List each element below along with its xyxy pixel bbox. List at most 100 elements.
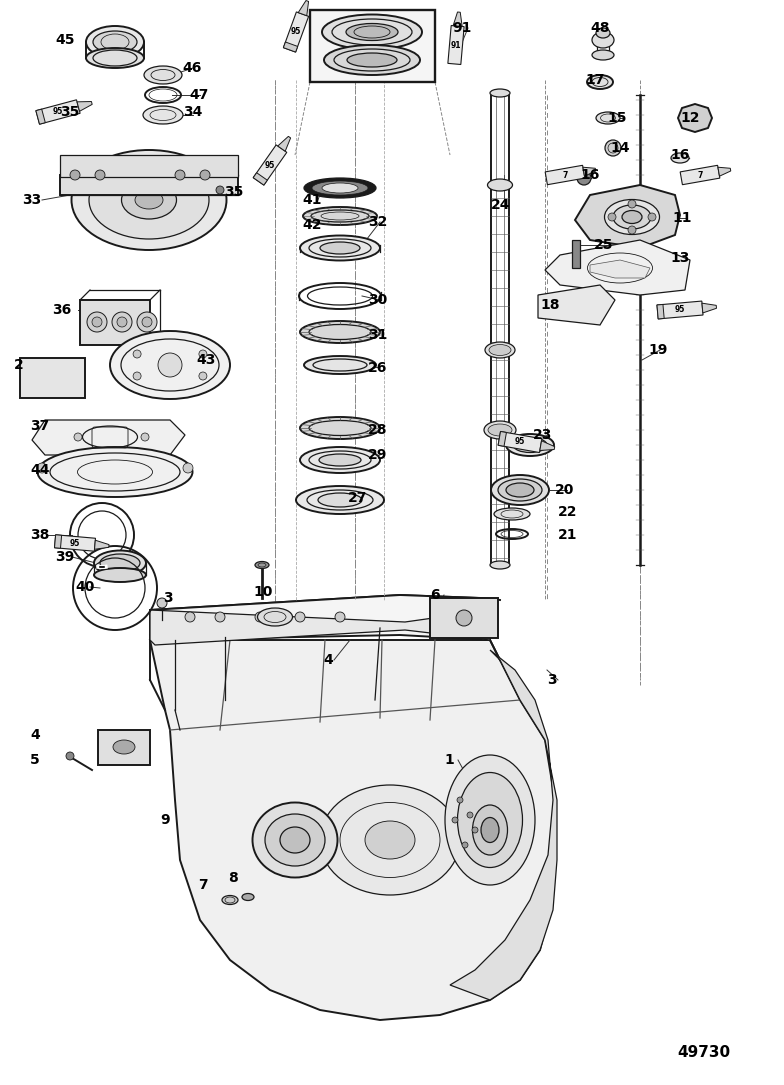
Text: 22: 22 bbox=[558, 505, 578, 519]
Ellipse shape bbox=[300, 447, 380, 473]
Text: 46: 46 bbox=[182, 61, 201, 75]
Ellipse shape bbox=[300, 417, 380, 439]
Polygon shape bbox=[283, 42, 298, 52]
Text: 38: 38 bbox=[30, 528, 49, 542]
Ellipse shape bbox=[296, 486, 384, 514]
Text: 91: 91 bbox=[452, 21, 471, 35]
Polygon shape bbox=[32, 420, 185, 455]
Circle shape bbox=[183, 463, 193, 473]
Polygon shape bbox=[583, 167, 596, 176]
Text: 21: 21 bbox=[558, 528, 578, 542]
Ellipse shape bbox=[319, 454, 361, 465]
Text: 2: 2 bbox=[14, 358, 24, 372]
Ellipse shape bbox=[86, 48, 144, 68]
Polygon shape bbox=[702, 303, 717, 312]
Ellipse shape bbox=[71, 150, 227, 250]
Ellipse shape bbox=[318, 493, 362, 507]
Ellipse shape bbox=[89, 161, 209, 239]
Ellipse shape bbox=[322, 183, 358, 193]
Ellipse shape bbox=[322, 14, 422, 50]
Polygon shape bbox=[95, 540, 109, 549]
Polygon shape bbox=[545, 240, 690, 295]
Text: 95: 95 bbox=[291, 27, 301, 37]
Ellipse shape bbox=[488, 179, 513, 191]
Ellipse shape bbox=[280, 827, 310, 853]
Ellipse shape bbox=[365, 821, 415, 859]
Ellipse shape bbox=[622, 210, 642, 224]
Text: 44: 44 bbox=[30, 463, 49, 477]
Polygon shape bbox=[253, 173, 267, 186]
Circle shape bbox=[255, 612, 265, 622]
Bar bbox=[60, 175, 238, 195]
Ellipse shape bbox=[592, 50, 614, 60]
Circle shape bbox=[452, 817, 458, 824]
Circle shape bbox=[142, 317, 152, 327]
Circle shape bbox=[112, 312, 132, 332]
Text: 36: 36 bbox=[52, 303, 71, 317]
Polygon shape bbox=[448, 26, 464, 64]
Ellipse shape bbox=[265, 814, 325, 866]
Text: 24: 24 bbox=[491, 197, 510, 212]
Ellipse shape bbox=[320, 242, 360, 254]
Text: 23: 23 bbox=[533, 427, 553, 442]
Ellipse shape bbox=[494, 508, 530, 520]
Text: 37: 37 bbox=[30, 419, 49, 433]
Text: 40: 40 bbox=[75, 580, 94, 593]
Polygon shape bbox=[657, 305, 664, 319]
Text: 30: 30 bbox=[368, 293, 387, 307]
Ellipse shape bbox=[304, 356, 376, 374]
Ellipse shape bbox=[113, 740, 135, 754]
Text: 5: 5 bbox=[30, 753, 40, 767]
Ellipse shape bbox=[324, 44, 420, 75]
Circle shape bbox=[37, 463, 47, 473]
Ellipse shape bbox=[255, 562, 269, 569]
Circle shape bbox=[472, 827, 478, 833]
Text: 31: 31 bbox=[368, 328, 387, 342]
Text: 95: 95 bbox=[53, 107, 64, 116]
Polygon shape bbox=[450, 650, 557, 1000]
Ellipse shape bbox=[592, 31, 614, 48]
Circle shape bbox=[66, 752, 74, 760]
Text: 35: 35 bbox=[60, 105, 79, 119]
Polygon shape bbox=[253, 145, 287, 186]
Circle shape bbox=[137, 312, 157, 332]
Text: 12: 12 bbox=[680, 111, 699, 125]
Polygon shape bbox=[150, 595, 490, 640]
Ellipse shape bbox=[94, 569, 146, 582]
Polygon shape bbox=[575, 186, 680, 248]
Polygon shape bbox=[283, 12, 309, 52]
Text: 28: 28 bbox=[368, 423, 387, 437]
Text: 29: 29 bbox=[368, 448, 387, 462]
Text: 13: 13 bbox=[670, 251, 689, 265]
Ellipse shape bbox=[222, 895, 238, 905]
Text: 18: 18 bbox=[540, 298, 560, 312]
Ellipse shape bbox=[86, 26, 144, 58]
Circle shape bbox=[295, 612, 305, 622]
Circle shape bbox=[577, 171, 591, 186]
Circle shape bbox=[605, 140, 621, 156]
Ellipse shape bbox=[303, 207, 377, 225]
Circle shape bbox=[628, 200, 636, 208]
Ellipse shape bbox=[489, 345, 511, 356]
Text: 95: 95 bbox=[515, 437, 525, 447]
Ellipse shape bbox=[94, 550, 146, 575]
Ellipse shape bbox=[135, 191, 163, 209]
Circle shape bbox=[628, 226, 636, 234]
Ellipse shape bbox=[604, 200, 659, 234]
Text: 10: 10 bbox=[253, 585, 272, 599]
Circle shape bbox=[175, 170, 185, 180]
Ellipse shape bbox=[347, 53, 397, 67]
Text: 26: 26 bbox=[368, 361, 387, 375]
Ellipse shape bbox=[491, 475, 549, 505]
Ellipse shape bbox=[300, 235, 380, 260]
Ellipse shape bbox=[506, 483, 534, 497]
Ellipse shape bbox=[122, 181, 176, 219]
Bar bbox=[310, 10, 435, 82]
Ellipse shape bbox=[596, 112, 620, 124]
Text: 25: 25 bbox=[594, 238, 614, 252]
Text: 3: 3 bbox=[547, 673, 557, 687]
Text: 95: 95 bbox=[265, 161, 275, 169]
Polygon shape bbox=[150, 640, 555, 1020]
Circle shape bbox=[199, 372, 207, 380]
Text: 7: 7 bbox=[697, 170, 702, 179]
